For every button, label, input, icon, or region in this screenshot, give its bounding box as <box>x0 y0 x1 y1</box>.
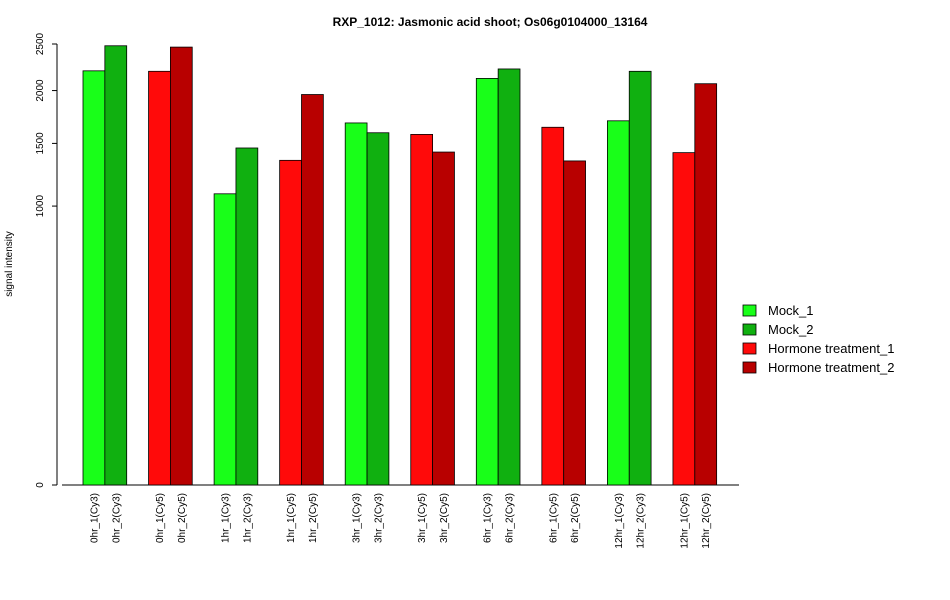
bar <box>344 122 368 486</box>
y-tick-label: 1500 <box>35 132 46 155</box>
legend-swatch <box>742 361 757 374</box>
bar <box>279 159 302 486</box>
x-tick-label: 0hr_1(Cy5) <box>155 493 166 543</box>
bar <box>541 126 565 486</box>
legend: Mock_1 Mock_2 Hormone treatment_1 Hormone t… <box>742 303 894 375</box>
legend-swatch <box>742 323 757 336</box>
x-tick-label: 6hr_1(Cy5) <box>548 493 559 543</box>
bar <box>475 78 499 486</box>
x-tick-label: 1hr_2(Cy5) <box>308 493 319 543</box>
bar <box>301 94 324 486</box>
legend-label: Hormone treatment_1 <box>768 341 894 356</box>
x-tick-label: 3hr_2(Cy3) <box>373 493 384 543</box>
y-tick-label: 0 <box>35 482 46 488</box>
bar <box>563 160 586 486</box>
y-tick-label: 2500 <box>35 32 46 55</box>
x-tick-label: 12hr_2(Cy5) <box>701 493 712 549</box>
x-tick-label: 3hr_2(Cy5) <box>439 493 450 543</box>
bar <box>607 120 630 486</box>
x-tick-label: 0hr_2(Cy3) <box>111 493 122 543</box>
legend-swatch <box>742 304 757 317</box>
bar <box>169 46 193 486</box>
bar <box>213 193 237 486</box>
bar <box>82 70 106 486</box>
x-tick-label: 3hr_1(Cy3) <box>352 493 363 543</box>
y-axis-label: signal intensity <box>4 231 15 297</box>
y-axis: 0 1000 1500 2000 2500 <box>35 32 58 488</box>
x-tick-label: 1hr_2(Cy3) <box>242 493 253 543</box>
bar <box>366 132 390 486</box>
bar <box>235 147 259 486</box>
y-tick-label: 2000 <box>35 79 46 102</box>
x-tick-label: 1hr_1(Cy3) <box>221 493 232 543</box>
x-tick-label: 6hr_2(Cy3) <box>505 493 516 543</box>
x-tick-label: 0hr_2(Cy5) <box>177 493 188 543</box>
legend-label: Mock_2 <box>768 322 814 337</box>
x-tick-label: 3hr_1(Cy5) <box>417 493 428 543</box>
bar <box>410 134 434 486</box>
x-tick-label: 12hr_1(Cy5) <box>679 493 690 549</box>
x-tick-label: 0hr_1(Cy3) <box>89 493 100 543</box>
x-tick-label: 12hr_1(Cy3) <box>614 493 625 549</box>
bar <box>694 83 718 486</box>
y-tick-label: 1000 <box>35 195 46 218</box>
legend-label: Mock_1 <box>768 303 814 318</box>
legend-swatch <box>742 342 757 355</box>
x-tick-label: 6hr_1(Cy3) <box>483 493 494 543</box>
x-tick-label: 1hr_1(Cy5) <box>286 493 297 543</box>
bar <box>148 70 171 486</box>
bars <box>82 45 718 486</box>
bar <box>672 152 696 486</box>
bar <box>628 70 652 486</box>
x-tick-label: 6hr_2(Cy5) <box>570 493 581 543</box>
bar <box>497 68 521 486</box>
x-tick-label: 12hr_2(Cy3) <box>636 493 647 549</box>
legend-label: Hormone treatment_2 <box>768 360 894 375</box>
chart-title: RXP_1012: Jasmonic acid shoot; Os06g0104… <box>333 15 648 29</box>
x-tick-labels: 0hr_1(Cy3) 0hr_2(Cy3) 0hr_1(Cy5) 0hr_2(Cy5)… <box>89 493 712 549</box>
bar <box>104 45 128 486</box>
bar <box>432 151 455 486</box>
